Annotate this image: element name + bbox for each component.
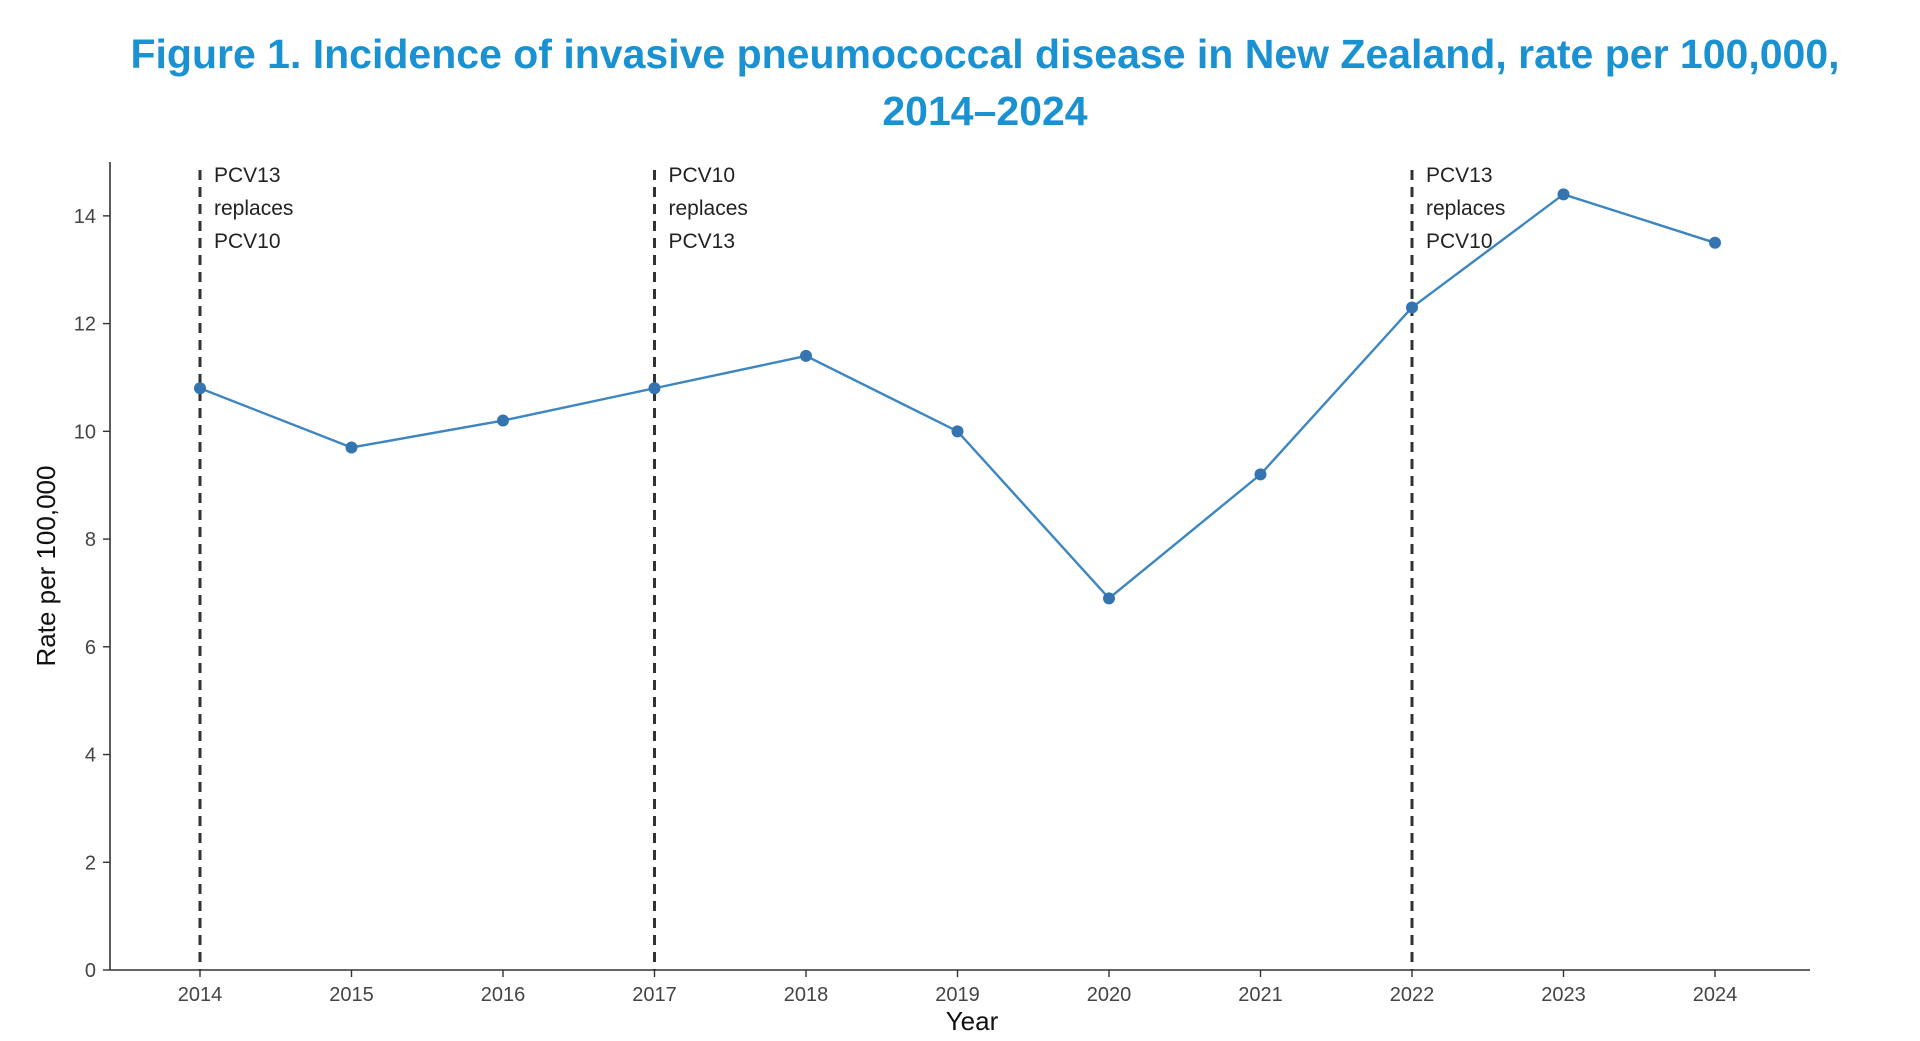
x-tick-label: 2014 bbox=[178, 984, 223, 1006]
data-point-2021 bbox=[1254, 468, 1267, 481]
vaccine-change-annotation: replaces bbox=[1426, 197, 1505, 220]
vaccine-change-annotation: PCV13 bbox=[1426, 164, 1493, 187]
x-tick-label: 2018 bbox=[784, 984, 829, 1006]
y-tick-label: 6 bbox=[85, 637, 96, 659]
x-axis-label: Year bbox=[946, 1006, 999, 1036]
vaccine-change-annotation: replaces bbox=[214, 197, 293, 220]
data-point-2015 bbox=[345, 441, 358, 454]
x-tick-label: 2017 bbox=[632, 984, 677, 1006]
chart-title: Figure 1. Incidence of invasive pneumoco… bbox=[0, 26, 1920, 140]
chart-title-line-2: 2014–2024 bbox=[882, 88, 1088, 134]
data-point-2019 bbox=[951, 425, 964, 438]
y-tick-label: 10 bbox=[74, 421, 96, 443]
series-layer bbox=[194, 188, 1721, 605]
x-tick-label: 2016 bbox=[481, 984, 526, 1006]
y-tick-label: 2 bbox=[85, 852, 96, 874]
vaccine-change-markers: PCV13 replaces PCV10 PCV10 replaces PCV13 PCV1… bbox=[198, 164, 1505, 970]
x-tick-label: 2019 bbox=[935, 984, 980, 1006]
vaccine-change-annotation: PCV10 bbox=[1426, 230, 1493, 253]
y-tick-label: 14 bbox=[74, 206, 96, 228]
data-point-2018 bbox=[800, 349, 812, 362]
y-tick-label: 8 bbox=[85, 529, 96, 551]
vaccine-change-annotation: PCV10 bbox=[214, 230, 281, 253]
x-tick-label: 2024 bbox=[1693, 984, 1738, 1006]
y-tick-label: 4 bbox=[85, 745, 96, 767]
vaccine-change-annotation: PCV10 bbox=[669, 164, 736, 187]
x-tick-label: 2023 bbox=[1541, 984, 1586, 1006]
vaccine-change-annotation: replaces bbox=[669, 197, 748, 220]
vaccine-change-annotation: PCV13 bbox=[669, 230, 736, 253]
data-point-2022 bbox=[1406, 301, 1418, 314]
series-line bbox=[199, 192, 1716, 600]
x-tick-label: 2020 bbox=[1087, 984, 1132, 1006]
y-axis-label: Rate per 100,000 bbox=[31, 466, 61, 667]
data-point-2014 bbox=[194, 382, 206, 395]
x-tick-label: 2022 bbox=[1390, 984, 1435, 1006]
data-point-2024 bbox=[1709, 236, 1721, 249]
data-point-2016 bbox=[497, 414, 509, 427]
y-tick-label: 12 bbox=[74, 314, 96, 336]
data-point-2017 bbox=[648, 382, 661, 395]
x-tick-label: 2021 bbox=[1238, 984, 1283, 1006]
y-tick-label: 0 bbox=[85, 960, 96, 982]
axes: 0 2 4 6 8 10 12 14 2014 2015 2016 2017 2018 2019 2020 2… bbox=[74, 162, 1810, 1006]
vaccine-change-annotation: PCV13 bbox=[214, 164, 281, 187]
data-point-2020 bbox=[1103, 592, 1115, 605]
x-tick-label: 2015 bbox=[329, 984, 374, 1006]
data-point-2023 bbox=[1557, 188, 1570, 201]
chart-title-line-1: Figure 1. Incidence of invasive pneumoco… bbox=[130, 31, 1840, 77]
